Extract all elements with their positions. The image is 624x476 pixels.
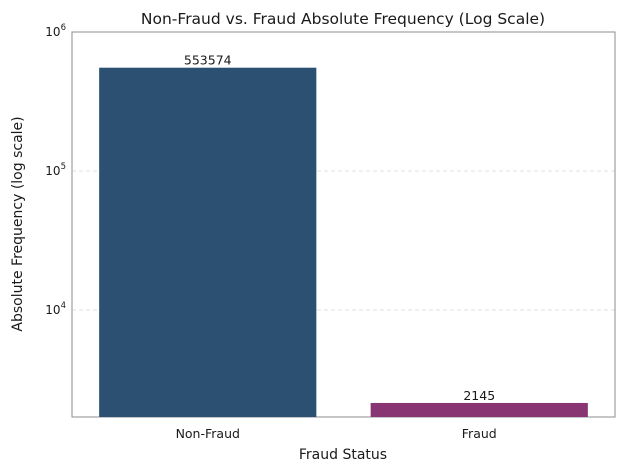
bars-layer [99, 67, 588, 417]
x-tick-label: Fraud [462, 426, 497, 441]
plot-frame [71, 31, 616, 418]
bar-value-label: 553574 [184, 53, 232, 68]
chart-title: Non-Fraud vs. Fraud Absolute Frequency (… [141, 10, 545, 28]
bar-non-fraud [99, 67, 317, 417]
y-tick-exponent: 4 [61, 301, 66, 311]
y-tick-exponent: 5 [61, 162, 66, 172]
bar-fraud [370, 402, 588, 417]
y-tick-base: 10 [45, 164, 60, 178]
y-tick-label: 106 [45, 23, 66, 39]
y-tick-exponent: 6 [61, 23, 66, 33]
y-tick-base: 10 [45, 303, 60, 317]
x-axis-label: Fraud Status [299, 447, 387, 463]
y-axis-label: Absolute Frequency (log scale) [10, 116, 26, 331]
y-tick-label: 104 [45, 301, 66, 317]
y-tick-base: 10 [45, 25, 60, 39]
x-ticks-layer: Non-Fraud Fraud [176, 426, 497, 441]
labels-layer: 553574 2145 [184, 53, 495, 403]
bar-value-label: 2145 [463, 388, 495, 403]
y-tick-label: 105 [45, 162, 66, 178]
x-tick-label: Non-Fraud [176, 426, 240, 441]
